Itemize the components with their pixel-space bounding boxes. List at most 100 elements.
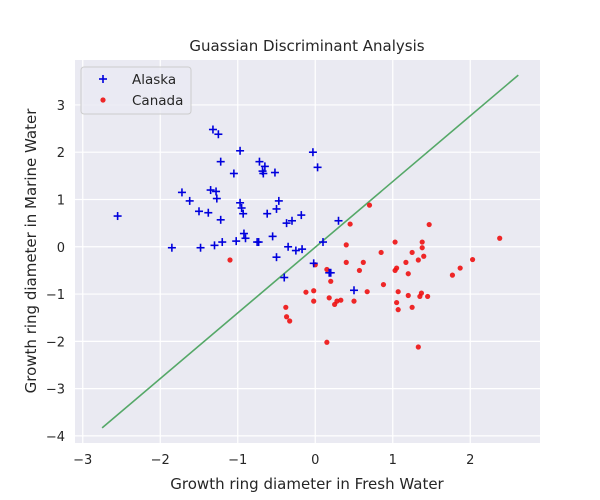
alaska-point-45 bbox=[313, 163, 322, 172]
alaska-point-35 bbox=[274, 196, 283, 205]
canada-point-43 bbox=[425, 293, 431, 300]
canada-point-39 bbox=[418, 290, 425, 296]
alaska-point-34 bbox=[272, 253, 281, 262]
y-tick-label-4: 0 bbox=[57, 241, 65, 256]
canada-point-24 bbox=[380, 281, 387, 288]
canada-point-1 bbox=[283, 304, 289, 310]
alaska-point-7 bbox=[206, 186, 215, 195]
alaska-point-22 bbox=[239, 229, 248, 238]
canada-point-25 bbox=[392, 239, 398, 245]
alaska-point-32 bbox=[270, 168, 279, 177]
canada-point-5 bbox=[311, 288, 317, 294]
decision-boundary-line bbox=[101, 74, 519, 429]
canada-point-21 bbox=[364, 289, 370, 295]
canada-point-6 bbox=[311, 298, 317, 304]
canada-point-8 bbox=[324, 266, 330, 273]
alaska-point-25 bbox=[254, 238, 263, 247]
canada-point-2 bbox=[283, 314, 290, 320]
alaska-point-33 bbox=[272, 204, 281, 213]
alaska-point-4 bbox=[195, 207, 203, 216]
x-tick-label-3: 0 bbox=[311, 453, 319, 468]
canada-point-47 bbox=[469, 256, 476, 263]
alaska-point-38 bbox=[284, 242, 293, 251]
alaska-point-2 bbox=[177, 188, 186, 197]
alaska-point-12 bbox=[214, 130, 223, 139]
canada-point-29 bbox=[395, 289, 401, 295]
canada-point-36 bbox=[415, 344, 421, 350]
alaska-point-3 bbox=[185, 196, 194, 205]
alaska-point-9 bbox=[210, 241, 219, 250]
alaska-point-6 bbox=[204, 208, 213, 217]
canada-point-14 bbox=[338, 297, 344, 303]
canada-point-11 bbox=[328, 278, 334, 284]
y-tick-label-0: −4 bbox=[46, 430, 65, 445]
y-tick-label-1: −3 bbox=[46, 383, 65, 398]
legend-label-canada: Canada bbox=[132, 93, 183, 109]
legend-canada-dot bbox=[100, 97, 106, 103]
canada-point-34 bbox=[409, 249, 415, 256]
alaska-point-17 bbox=[232, 237, 241, 246]
legend-box bbox=[80, 66, 192, 115]
y-tick-label-2: −2 bbox=[46, 335, 65, 350]
chart-title: Guassian Discriminant Analysis bbox=[189, 37, 424, 55]
canada-point-35 bbox=[409, 304, 415, 310]
x-axis-label: Growth ring diameter in Fresh Water bbox=[170, 475, 444, 493]
canada-point-48 bbox=[497, 235, 503, 241]
legend-alaska-plus bbox=[99, 75, 107, 83]
alaska-point-1 bbox=[167, 243, 176, 252]
legend-canada-marker bbox=[100, 97, 106, 103]
canada-point-4 bbox=[303, 289, 309, 295]
x-tick-label-4: 1 bbox=[389, 453, 397, 468]
alaska-point-48 bbox=[326, 268, 335, 277]
x-tick-label-0: −3 bbox=[73, 453, 92, 468]
alaska-point-43 bbox=[308, 148, 317, 157]
alaska-point-42 bbox=[298, 245, 307, 254]
alaska-point-28 bbox=[259, 169, 268, 178]
canada-point-37 bbox=[415, 257, 421, 263]
alaska-point-13 bbox=[216, 157, 225, 166]
canada-point-40 bbox=[419, 239, 425, 245]
alaska-point-50 bbox=[350, 286, 358, 295]
canada-point-30 bbox=[395, 307, 401, 313]
canada-point-19 bbox=[356, 267, 363, 274]
canada-point-46 bbox=[457, 265, 463, 271]
canada-point-18 bbox=[351, 298, 357, 304]
y-tick-label-5: 1 bbox=[57, 193, 65, 208]
alaska-point-40 bbox=[291, 246, 300, 255]
alaska-point-46 bbox=[319, 238, 327, 247]
canada-point-42 bbox=[421, 253, 427, 259]
canada-point-23 bbox=[378, 249, 384, 256]
alaska-point-49 bbox=[334, 216, 343, 225]
alaska-point-30 bbox=[263, 209, 272, 218]
legend-label-alaska: Alaska bbox=[132, 72, 176, 88]
legend-alaska-marker bbox=[99, 75, 107, 83]
canada-point-44 bbox=[426, 221, 432, 228]
alaska-point-20 bbox=[237, 203, 246, 212]
alaska-point-10 bbox=[212, 187, 221, 196]
alaska-point-16 bbox=[229, 169, 238, 178]
alaska-point-31 bbox=[268, 232, 277, 241]
canada-point-41 bbox=[419, 245, 425, 251]
canada-point-16 bbox=[343, 259, 349, 265]
alaska-point-19 bbox=[236, 198, 245, 207]
y-tick-label-3: −1 bbox=[46, 288, 65, 303]
alaska-point-23 bbox=[241, 234, 250, 243]
y-tick-label-7: 3 bbox=[57, 99, 65, 114]
y-tick-label-6: 2 bbox=[57, 146, 65, 161]
points-layer bbox=[113, 125, 503, 350]
canada-point-22 bbox=[366, 202, 373, 208]
canada-point-28 bbox=[394, 265, 400, 271]
canada-point-15 bbox=[343, 242, 349, 248]
canada-point-0 bbox=[227, 257, 233, 263]
canada-point-9 bbox=[324, 339, 330, 345]
canada-point-33 bbox=[405, 292, 411, 299]
alaska-point-14 bbox=[216, 215, 225, 224]
canada-point-10 bbox=[326, 295, 332, 301]
alaska-point-11 bbox=[212, 194, 221, 203]
x-tick-label-5: 2 bbox=[466, 453, 474, 468]
alaska-point-15 bbox=[218, 238, 227, 247]
y-axis-label: Growth ring diameter in Marine Water bbox=[22, 108, 40, 394]
alaska-point-8 bbox=[208, 125, 217, 134]
boundary-layer bbox=[101, 74, 519, 429]
